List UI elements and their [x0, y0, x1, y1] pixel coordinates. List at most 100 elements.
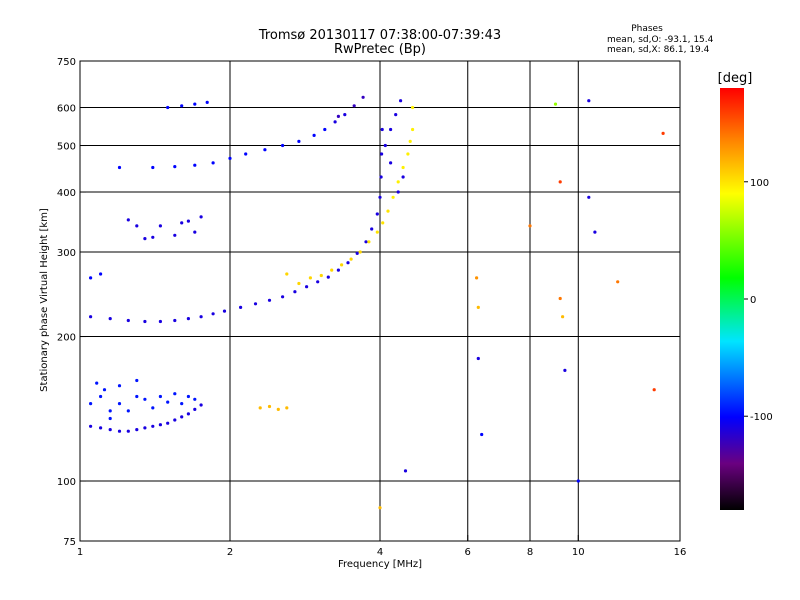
data-point	[244, 152, 248, 156]
x-tick-label: 1	[77, 547, 83, 558]
data-point	[102, 388, 107, 392]
data-point	[180, 402, 184, 406]
data-point	[476, 305, 480, 309]
data-point	[305, 285, 309, 289]
chart-subtitle: RwPretec (Bp)	[334, 42, 426, 57]
data-point	[558, 180, 562, 184]
data-point	[108, 409, 112, 413]
colorbar-tick-label: -100	[750, 412, 773, 423]
data-point	[158, 224, 162, 228]
data-point	[211, 312, 215, 316]
data-point	[389, 127, 393, 132]
data-point	[553, 102, 558, 106]
data-point	[576, 479, 580, 483]
data-point	[406, 152, 410, 156]
data-point	[346, 261, 350, 265]
data-point	[326, 275, 330, 279]
data-point	[276, 407, 280, 411]
colorbar-tick-label: 0	[750, 295, 756, 306]
data-point	[173, 318, 177, 323]
data-point	[361, 95, 365, 99]
data-point	[166, 421, 170, 425]
data-point	[135, 428, 139, 432]
x-tick-label: 4	[377, 547, 383, 558]
y-tick-label: 500	[57, 142, 76, 153]
data-point	[158, 319, 162, 324]
data-point	[281, 143, 285, 148]
data-point	[89, 315, 93, 319]
data-point	[99, 426, 103, 430]
data-point	[193, 102, 197, 106]
colorbar-label: [deg]	[718, 71, 753, 86]
y-axis-label: Stationary phase Virtual Height [km]	[39, 208, 50, 392]
data-point	[143, 397, 147, 401]
x-tick-label: 2	[227, 547, 233, 558]
y-tick-label: 750	[57, 57, 76, 68]
data-point	[312, 133, 316, 137]
data-point	[89, 276, 93, 280]
data-point	[199, 315, 203, 319]
data-point	[285, 272, 289, 276]
data-point	[151, 424, 155, 428]
data-point	[89, 402, 93, 406]
phases-heading: Phases	[631, 24, 663, 34]
data-point	[379, 175, 383, 179]
x-tick-label: 16	[674, 547, 687, 558]
data-point	[391, 195, 395, 199]
data-point	[561, 315, 565, 319]
data-point	[333, 120, 337, 124]
data-points	[89, 95, 665, 510]
data-point	[135, 378, 139, 383]
data-point	[166, 400, 170, 404]
data-point	[396, 180, 400, 184]
data-point	[330, 268, 334, 272]
y-tick-label: 200	[57, 333, 76, 344]
data-point	[378, 195, 382, 199]
data-point	[364, 240, 368, 244]
data-point	[381, 221, 385, 225]
data-point	[340, 263, 344, 267]
data-point	[126, 409, 130, 413]
data-point	[173, 392, 177, 396]
data-point	[151, 235, 155, 239]
data-point	[336, 268, 340, 272]
data-point	[166, 105, 170, 110]
data-point	[403, 469, 408, 473]
data-point	[186, 317, 190, 321]
data-point	[158, 423, 162, 427]
data-point	[126, 429, 130, 433]
data-point	[117, 429, 122, 433]
data-point	[239, 305, 243, 309]
data-point	[297, 281, 301, 286]
data-point	[258, 406, 262, 410]
data-point	[173, 418, 177, 422]
data-point	[193, 230, 197, 234]
data-point	[293, 290, 297, 294]
data-point	[411, 105, 415, 110]
data-point	[126, 318, 130, 323]
x-axis-ticks: 1 2 4 6 8 10 16	[77, 535, 687, 558]
colorbar-ticks: 100 0 -100	[744, 178, 773, 423]
y-tick-label: 600	[57, 104, 76, 115]
data-point	[158, 394, 162, 399]
data-point	[480, 432, 484, 437]
data-point	[370, 227, 374, 231]
data-point	[173, 165, 177, 169]
y-tick-label: 75	[63, 537, 76, 548]
y-tick-label: 300	[57, 248, 76, 259]
data-point	[408, 139, 412, 143]
data-point	[173, 233, 177, 237]
x-tick-label: 6	[465, 547, 471, 558]
data-point	[380, 152, 384, 156]
data-point	[308, 276, 312, 280]
data-point	[528, 224, 532, 228]
data-point	[375, 230, 379, 234]
data-point	[476, 356, 480, 361]
y-tick-label: 400	[57, 188, 76, 199]
data-point	[199, 215, 203, 219]
data-point	[222, 309, 227, 313]
data-point	[143, 237, 147, 241]
data-point	[563, 368, 567, 372]
data-point	[323, 127, 327, 132]
data-point	[616, 280, 620, 284]
